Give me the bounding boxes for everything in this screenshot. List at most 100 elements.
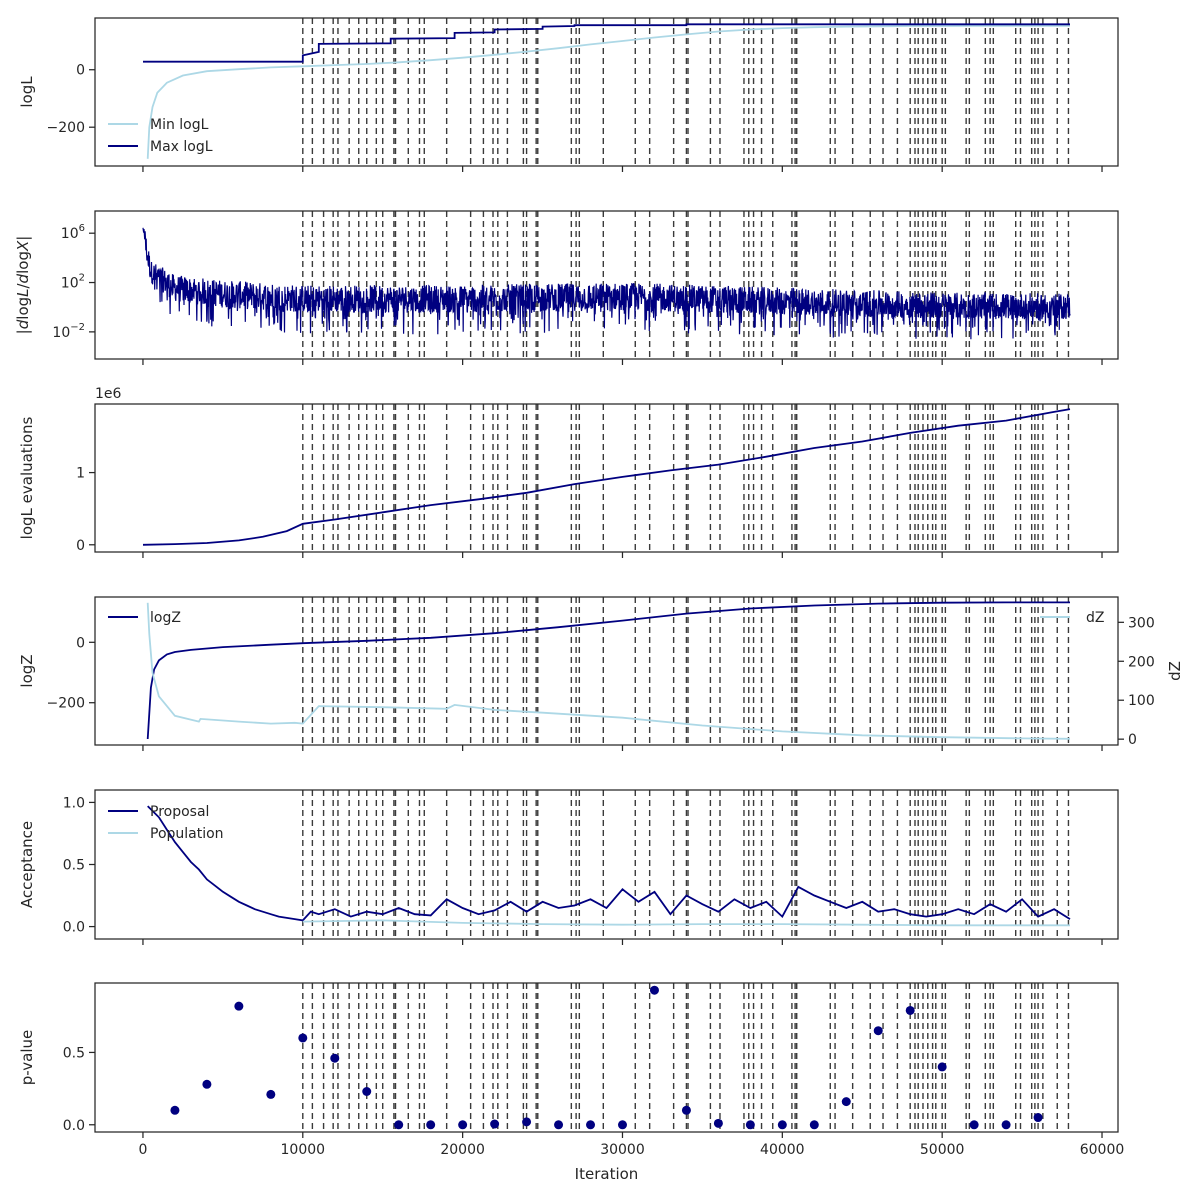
axes-frame	[94, 17, 1119, 167]
y-tick-label: 1	[76, 466, 85, 482]
x-tick-label: 50000	[920, 1142, 965, 1158]
data-point	[905, 1005, 915, 1015]
data-point	[490, 1119, 500, 1129]
series-line	[146, 601, 1070, 740]
checkpoint-lines	[302, 983, 1070, 1132]
data-point	[202, 1079, 212, 1089]
axes-frame	[94, 789, 1119, 940]
legend-label: Population	[150, 826, 224, 842]
y-tick-label: 0	[76, 635, 85, 651]
x-tick-label: 0	[138, 1142, 147, 1158]
data-point	[713, 1118, 723, 1128]
checkpoint-lines	[302, 790, 1070, 939]
y-axis-label: logZ	[18, 654, 36, 687]
panel-2: 106 102 10−2 |dlogL/dlogX|	[14, 210, 1119, 365]
data-point	[170, 1105, 180, 1115]
x-tick-label: 10000	[281, 1142, 326, 1158]
data-point	[1033, 1113, 1043, 1123]
data-point	[649, 985, 659, 995]
data-point	[234, 1001, 244, 1011]
y-tick-label: −200	[47, 696, 85, 712]
data-point	[586, 1120, 596, 1130]
series-line	[302, 919, 1070, 927]
x-axis-label: Iteration	[575, 1165, 639, 1183]
data-point	[426, 1120, 436, 1130]
axes-frame	[94, 403, 1119, 553]
data-point	[745, 1120, 755, 1130]
data-point	[873, 1026, 883, 1036]
y-tick-label: 102	[61, 273, 85, 292]
plot-area	[170, 985, 1043, 1130]
y-tick-label: 1.0	[63, 795, 85, 811]
data-point	[458, 1120, 468, 1130]
y-tick-label: 10−2	[52, 322, 85, 341]
checkpoint-lines	[302, 211, 1070, 359]
plot-area	[147, 805, 1071, 927]
y-tick-label: 0	[76, 63, 85, 79]
y2-tick-label: 200	[1128, 654, 1155, 670]
data-point	[937, 1062, 947, 1072]
legend-label: Min logL	[150, 117, 209, 133]
series-line	[146, 24, 1070, 159]
data-point	[266, 1089, 276, 1099]
series-line	[147, 805, 1071, 922]
y-axis-label: logL	[18, 76, 36, 108]
legend-label: Max logL	[150, 139, 213, 155]
data-point	[554, 1120, 564, 1130]
panel-4: 0 −200 0 100 200 300 dZ logZ logZ dZ	[18, 596, 1184, 751]
y2-axis-label: dZ	[1166, 661, 1184, 681]
y-tick-label: 0.0	[63, 920, 85, 936]
data-point	[841, 1097, 851, 1107]
y-axis-label: logL evaluations	[18, 416, 36, 539]
legend-label: Proposal	[150, 804, 209, 820]
y-tick-label: 0.5	[63, 1045, 85, 1061]
legend-label: dZ	[1086, 610, 1104, 626]
data-point	[969, 1120, 979, 1130]
axes-frame	[94, 982, 1119, 1133]
y-tick-label: −200	[47, 120, 85, 136]
legend-label: logZ	[150, 610, 181, 626]
y-axis-label: Acceptance	[18, 821, 36, 908]
checkpoint-lines	[302, 18, 1070, 166]
x-tick-label: 20000	[440, 1142, 485, 1158]
y-tick-label: 0.0	[63, 1118, 85, 1134]
plot-area	[143, 23, 1070, 159]
data-point	[298, 1033, 308, 1043]
axes-frame	[94, 596, 1119, 746]
panel-1: 0 −200 logL Min logL Max logL	[18, 17, 1119, 172]
x-tick-label: 30000	[600, 1142, 645, 1158]
series-line	[143, 23, 1070, 63]
x-tick-label: 60000	[1080, 1142, 1125, 1158]
data-point	[330, 1053, 340, 1063]
checkpoint-lines	[302, 597, 1070, 745]
y-tick-label: 106	[61, 223, 85, 242]
data-point	[777, 1120, 787, 1130]
plot-area	[142, 227, 1071, 340]
axes-frame	[94, 210, 1119, 360]
series-line	[142, 227, 1071, 340]
data-point	[1001, 1120, 1011, 1130]
x-tick-label: 40000	[760, 1142, 805, 1158]
data-point	[617, 1120, 627, 1130]
y-axis-label: p-value	[18, 1030, 36, 1086]
y2-tick-label: 0	[1128, 732, 1137, 748]
offset-text: 1e6	[95, 386, 122, 402]
data-point	[522, 1117, 532, 1127]
data-point	[809, 1120, 819, 1130]
data-point	[394, 1120, 404, 1130]
panel-3: 0 1 logL evaluations 1e6	[18, 386, 1119, 558]
panel-5: 0.0 0.5 1.0 Acceptance Proposal Population	[18, 789, 1119, 945]
panel-6: 0 10000 20000 30000 40000 50000 60000 0.0 0.5 p-v…	[18, 982, 1125, 1183]
series-line	[142, 408, 1071, 546]
y-tick-label: 0.5	[63, 858, 85, 874]
y-axis-label: |dlogL/dlogX|	[14, 236, 32, 335]
y2-tick-label: 100	[1128, 693, 1155, 709]
plot-area	[142, 408, 1071, 546]
data-point	[681, 1105, 691, 1115]
y2-tick-label: 300	[1128, 615, 1155, 631]
plot-area	[146, 601, 1071, 740]
data-point	[362, 1086, 372, 1096]
y-tick-label: 0	[76, 538, 85, 554]
series-line	[146, 602, 1071, 740]
